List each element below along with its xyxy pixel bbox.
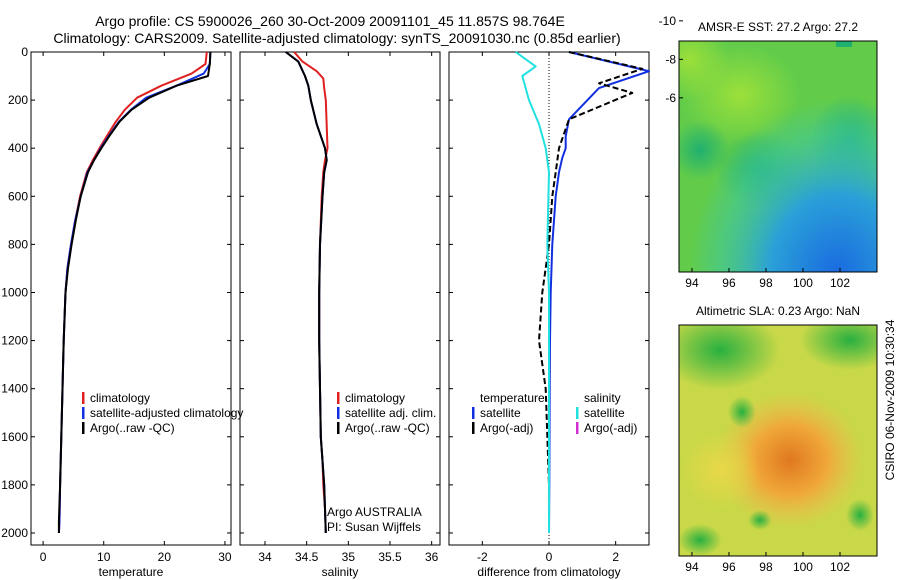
salinity-xtick-label: 35 [342, 550, 356, 564]
temperature-legend-item: Argo(..raw -QC) [90, 421, 175, 435]
temperature-series-satellite-adjusted-climatology [57, 51, 212, 534]
figure-title-line1: Argo profile: CS 5900026_260 30-Oct-2009… [95, 13, 565, 29]
sla-map-field [679, 325, 877, 556]
salinity-legend-item-swatch [337, 422, 340, 434]
temperature-legend-item-swatch [82, 422, 85, 434]
salinity-xtick-label: 36 [425, 550, 439, 564]
depth-tick-label: 200 [8, 93, 28, 107]
difference-legend-item-swatch [472, 422, 475, 434]
salinity-series-satellite-adj-clim [285, 51, 328, 534]
sla-map-frame [678, 324, 878, 557]
sla-map-title: Altimetric SLA: 0.23 Argo: NaN [696, 304, 860, 318]
salinity-panel: 34 34.5 35 35.5 36 salinity [239, 51, 441, 579]
difference-series-temperature-satellite [548, 51, 650, 534]
sla-map-xtick-label: 100 [793, 560, 813, 574]
temperature-xtick-label: 30 [218, 550, 232, 564]
sst-map-panel: AMSR-E SST: 27.2 Argo: 27.2949698100102-… [678, 20, 878, 290]
sla-map-xtick-label: 94 [685, 560, 699, 574]
temperature-legend-item: climatology [90, 391, 150, 405]
difference-legend-item: Argo(-adj) [584, 421, 637, 435]
salinity-annotation: PI: Susan Wijffels [327, 520, 421, 534]
salinity-xtick-label: 35.5 [378, 550, 402, 564]
sla-map-xtick-label: 102 [830, 560, 850, 574]
depth-tick-label: 1800 [1, 478, 28, 492]
sst-map-xtick-label: 96 [722, 276, 736, 290]
temperature-series-argo-raw-qc [57, 51, 212, 533]
temperature-panel: 0 10 20 30 0 200 400 600 800 1000 1200 1400 1600 1800… [1, 45, 232, 579]
salinity-legend-item: satellite adj. clim. [345, 406, 436, 420]
temperature-axes-frame [30, 51, 232, 546]
sla-map-panel: Altimetric SLA: 0.23 Argo: NaN 94 96 98 100 1… [659, 14, 878, 574]
difference-legend-group-salinity: salinity [584, 391, 621, 405]
temperature-xtick-label: 10 [97, 550, 111, 564]
depth-tick-label: 800 [8, 237, 28, 251]
temperature-xtick-label: 20 [158, 550, 172, 564]
temperature-series-climatology [57, 51, 208, 534]
temperature-legend-item: satellite-adjusted climatology [90, 406, 243, 420]
sla-map-xtick-label: 96 [722, 560, 736, 574]
temperature-legend-item-swatch [82, 392, 85, 404]
depth-tick-label: 1600 [1, 430, 28, 444]
depth-tick-label: 1200 [1, 334, 28, 348]
depth-tick-label: 600 [8, 189, 28, 203]
difference-xtick-label: 2 [612, 550, 619, 564]
salinity-legend-item-swatch [337, 392, 340, 404]
difference-legend-item-swatch [576, 422, 579, 434]
difference-legend-item: satellite [480, 406, 521, 420]
difference-xtick-label: 0 [546, 550, 553, 564]
salinity-legend-item: climatology [345, 391, 405, 405]
salinity-series-argo-raw-qc [285, 51, 328, 534]
sst-map-xtick-label: 100 [793, 276, 813, 290]
difference-legend-item-swatch [472, 407, 475, 419]
difference-legend-item-swatch [576, 407, 579, 419]
depth-tick-label: 2000 [1, 526, 28, 540]
difference-legend-item: satellite [584, 406, 625, 420]
difference-xtick-label: -2 [477, 550, 488, 564]
sla-map-ytick-label: -10 [659, 14, 677, 28]
figure-title-line2: Climatology: CARS2009. Satellite-adjuste… [53, 30, 620, 46]
temperature-xtick-label: 0 [40, 550, 47, 564]
sst-map-title: AMSR-E SST: 27.2 Argo: 27.2 [698, 20, 858, 34]
salinity-xtick-label: 34.5 [295, 550, 319, 564]
difference-legend-group-temperature: temperature [480, 391, 545, 405]
credit-timestamp: CSIRO 06-Nov-2009 10:30:34 [883, 319, 897, 480]
salinity-legend-item: Argo(..raw -QC) [345, 421, 430, 435]
difference-legend-item: Argo(-adj) [480, 421, 533, 435]
salinity-annotation: Argo AUSTRALIA [327, 505, 422, 519]
sst-map-xtick-label: 98 [759, 276, 773, 290]
temperature-xlabel: temperature [99, 565, 164, 579]
sla-map-ytick-label: -8 [665, 52, 676, 66]
difference-series-salinity-satellite [515, 51, 550, 533]
depth-tick-label: 0 [21, 45, 28, 59]
plot-layer: 0 10 20 30020040060080010001200140016001800… [1, 14, 878, 579]
salinity-legend-item-swatch [337, 407, 340, 419]
difference-series-temperature-argo-adj [538, 51, 644, 533]
sst-map-xtick-label: 102 [830, 276, 850, 290]
salinity-xtick-label: 34 [258, 550, 272, 564]
sst-map-field [679, 41, 877, 272]
depth-tick-label: 1000 [1, 285, 28, 299]
sst-map-frame [678, 40, 878, 273]
depth-tick-label: 400 [8, 141, 28, 155]
sst-map-xtick-label: 94 [685, 276, 699, 290]
salinity-xlabel: salinity [322, 565, 359, 579]
depth-tick-label: 1400 [1, 382, 28, 396]
difference-xlabel: difference from climatology [477, 565, 620, 579]
difference-legend: temperature salinitysatelliteArgo(-adj)sa… [472, 391, 637, 435]
sla-map-xtick-label: 98 [759, 560, 773, 574]
salinity-axes-frame [239, 51, 441, 546]
sla-map-ytick-label: -6 [665, 91, 676, 105]
temperature-legend-item-swatch [82, 407, 85, 419]
